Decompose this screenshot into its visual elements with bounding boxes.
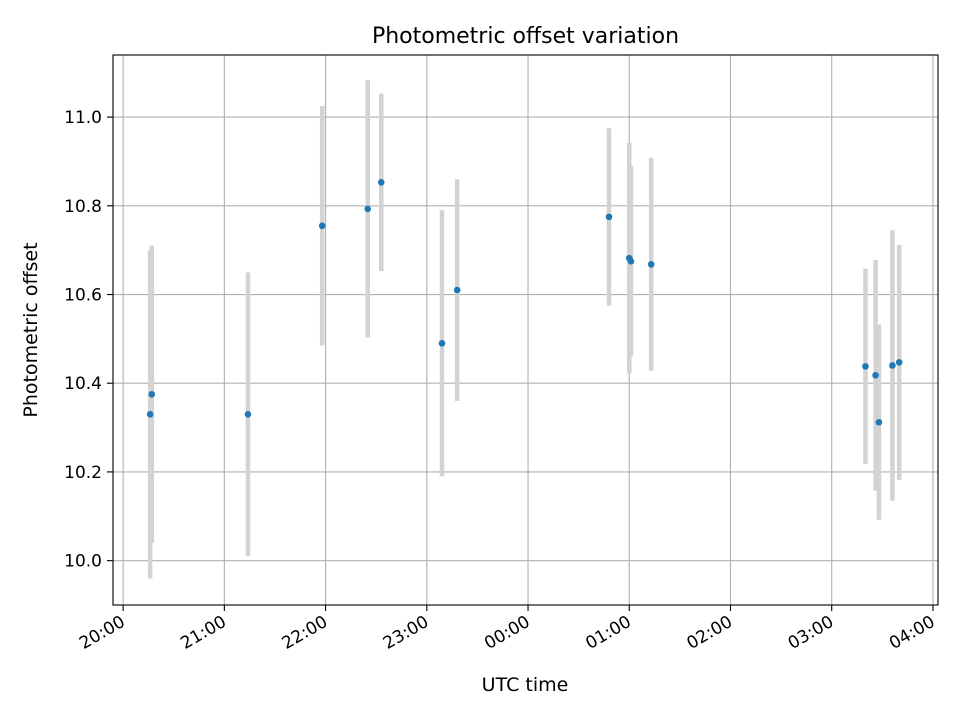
x-axis-label: UTC time <box>482 674 569 696</box>
data-point <box>605 213 613 221</box>
data-point <box>364 205 372 213</box>
y-axis-label: Photometric offset <box>20 242 42 417</box>
data-point <box>148 391 156 398</box>
data-point <box>377 178 385 186</box>
data-point <box>318 222 326 230</box>
chart-title: Photometric offset variation <box>372 24 679 49</box>
data-point <box>875 418 883 426</box>
data-points <box>146 178 903 426</box>
data-point <box>627 257 635 265</box>
data-point <box>146 410 154 418</box>
data-point <box>244 410 252 418</box>
y-tick-label: 10.4 <box>64 374 102 394</box>
data-point <box>895 359 903 366</box>
data-point <box>889 362 896 369</box>
y-tick-label: 10.0 <box>64 552 102 572</box>
y-tick-label: 10.6 <box>64 286 102 306</box>
data-point <box>453 286 461 294</box>
data-point <box>862 363 869 370</box>
data-point <box>872 371 879 379</box>
y-tick-label: 11.0 <box>64 108 102 128</box>
data-point <box>438 340 446 347</box>
plot-frame <box>112 54 939 606</box>
y-tick-label: 10.2 <box>64 463 102 483</box>
data-point <box>647 261 655 268</box>
y-tick-label: 10.8 <box>64 197 102 217</box>
